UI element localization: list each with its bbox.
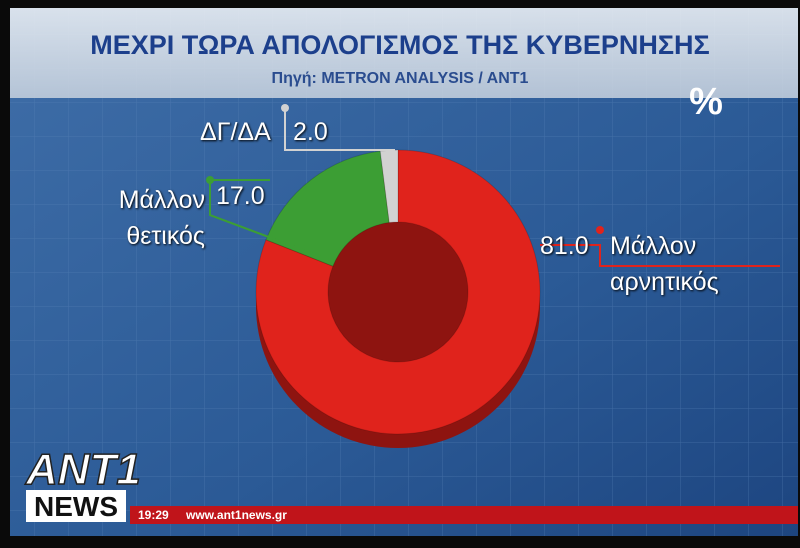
logo-sub: NEWS	[34, 491, 118, 522]
unit-label: %	[689, 81, 723, 123]
value-label: 2.0	[293, 118, 328, 146]
value-label: 81.0	[540, 232, 589, 260]
chart-title: ΜΕΧΡΙ ΤΩΡΑ ΑΠΟΛΟΓΙΣΜΟΣ ΤΗΣ ΚΥΒΕΡΝΗΣΗΣ	[90, 30, 709, 60]
ticker-bar	[130, 506, 798, 524]
donut	[255, 149, 541, 448]
title-band	[10, 8, 798, 98]
category-label: Μάλλον αρνητικός	[610, 232, 719, 296]
logo: ANT1	[25, 445, 141, 494]
category-label: ΔΓ/ΔΑ	[200, 118, 271, 146]
leader-dot	[206, 176, 214, 184]
category-label: Μάλλον θετικός	[118, 186, 205, 250]
ticker-time: 19:29	[138, 508, 169, 522]
leader-dot	[596, 226, 604, 234]
value-label: 17.0	[216, 182, 265, 210]
ticker-url: www.ant1news.gr	[185, 508, 287, 522]
leader-line	[284, 108, 395, 151]
leader-line	[540, 244, 780, 267]
donut-slice	[255, 149, 541, 435]
donut-slice	[265, 150, 390, 267]
logo-sub-box	[26, 490, 126, 522]
leader-line	[209, 179, 331, 261]
chart-subtitle: Πηγή: METRON ANALYSIS / ANT1	[272, 70, 529, 87]
leader-dot	[281, 104, 289, 112]
